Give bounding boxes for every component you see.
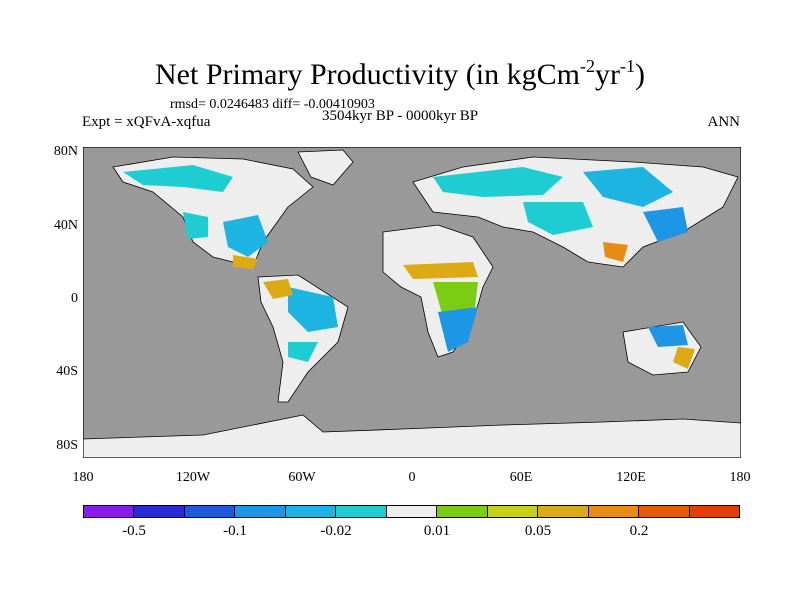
colorbar-swatch	[235, 506, 286, 517]
colorbar-swatch	[588, 506, 640, 517]
anomaly-eurasia-central	[523, 202, 593, 235]
colorbar-swatch	[134, 506, 185, 517]
lat-label-80n: 80N	[53, 144, 78, 159]
anomaly-eurasia-north	[433, 167, 563, 197]
lon-label-120e: 120E	[616, 470, 646, 485]
lon-label-0: 0	[408, 470, 416, 485]
anomaly-australia-east	[673, 347, 695, 369]
anomaly-africa-south	[438, 307, 478, 352]
colorbar-swatch	[437, 506, 488, 517]
lat-label-40s: 40S	[56, 364, 78, 379]
chart-title: Net Primary Productivity (in kgCm-2yr-1)	[155, 56, 645, 91]
colorbar-label: 0.01	[423, 523, 451, 539]
anomaly-africa-central	[433, 282, 478, 317]
anomaly-africa-sahel	[403, 262, 478, 279]
colorbar-swatch	[487, 506, 539, 517]
lon-label-180e: 180	[729, 470, 751, 485]
lon-label-120w: 120W	[175, 470, 211, 485]
colorbar-label: -0.5	[122, 523, 146, 539]
anomaly-na-south	[233, 255, 258, 269]
lon-label-60w: 60W	[288, 470, 316, 485]
anomaly-na-west	[183, 212, 208, 239]
lon-label-180w: 180	[72, 470, 94, 485]
colorbar-swatch	[386, 506, 438, 517]
anomaly-na-north	[123, 165, 233, 192]
colorbar-swatch	[84, 506, 135, 517]
lat-label-eq: 0	[71, 291, 78, 306]
colorbar-label: -0.02	[320, 523, 352, 539]
colorbar-swatch	[538, 506, 589, 517]
anomaly-sa-south	[288, 342, 318, 362]
anomaly-australia-north	[648, 325, 688, 347]
lat-label-80s: 80S	[56, 438, 78, 453]
anomaly-eurasia-east	[643, 207, 688, 242]
landmass-greenland	[297, 149, 354, 186]
anomaly-sa-north	[263, 279, 293, 299]
colorbar-swatch	[336, 506, 387, 517]
stats-text: rmsd= 0.0246483 diff= -0.00410903	[170, 97, 375, 112]
colorbar-swatch	[689, 506, 740, 517]
season-label: ANN	[707, 114, 741, 130]
anomaly-sa-amazon	[288, 287, 338, 332]
colorbar	[83, 505, 740, 518]
period-text: 3504kyr BP - 0000kyr BP	[322, 108, 479, 124]
world-map	[83, 147, 741, 458]
lat-label-40n: 40N	[53, 218, 78, 233]
colorbar-label: -0.1	[223, 523, 247, 539]
colorbar-swatch	[285, 506, 337, 517]
anomaly-eurasia-siberia	[583, 167, 673, 207]
experiment-label: Expt = xQFvA-xqfua	[82, 114, 211, 130]
colorbar-label: 0.2	[629, 523, 649, 539]
anomaly-eurasia-south	[603, 242, 628, 262]
landmass-antarctica	[83, 414, 741, 458]
lon-label-60e: 60E	[509, 470, 533, 485]
colorbar-swatch	[639, 506, 690, 517]
colorbar-swatch	[184, 506, 236, 517]
colorbar-label: 0.05	[524, 523, 552, 539]
anomaly-na-east	[223, 215, 268, 257]
